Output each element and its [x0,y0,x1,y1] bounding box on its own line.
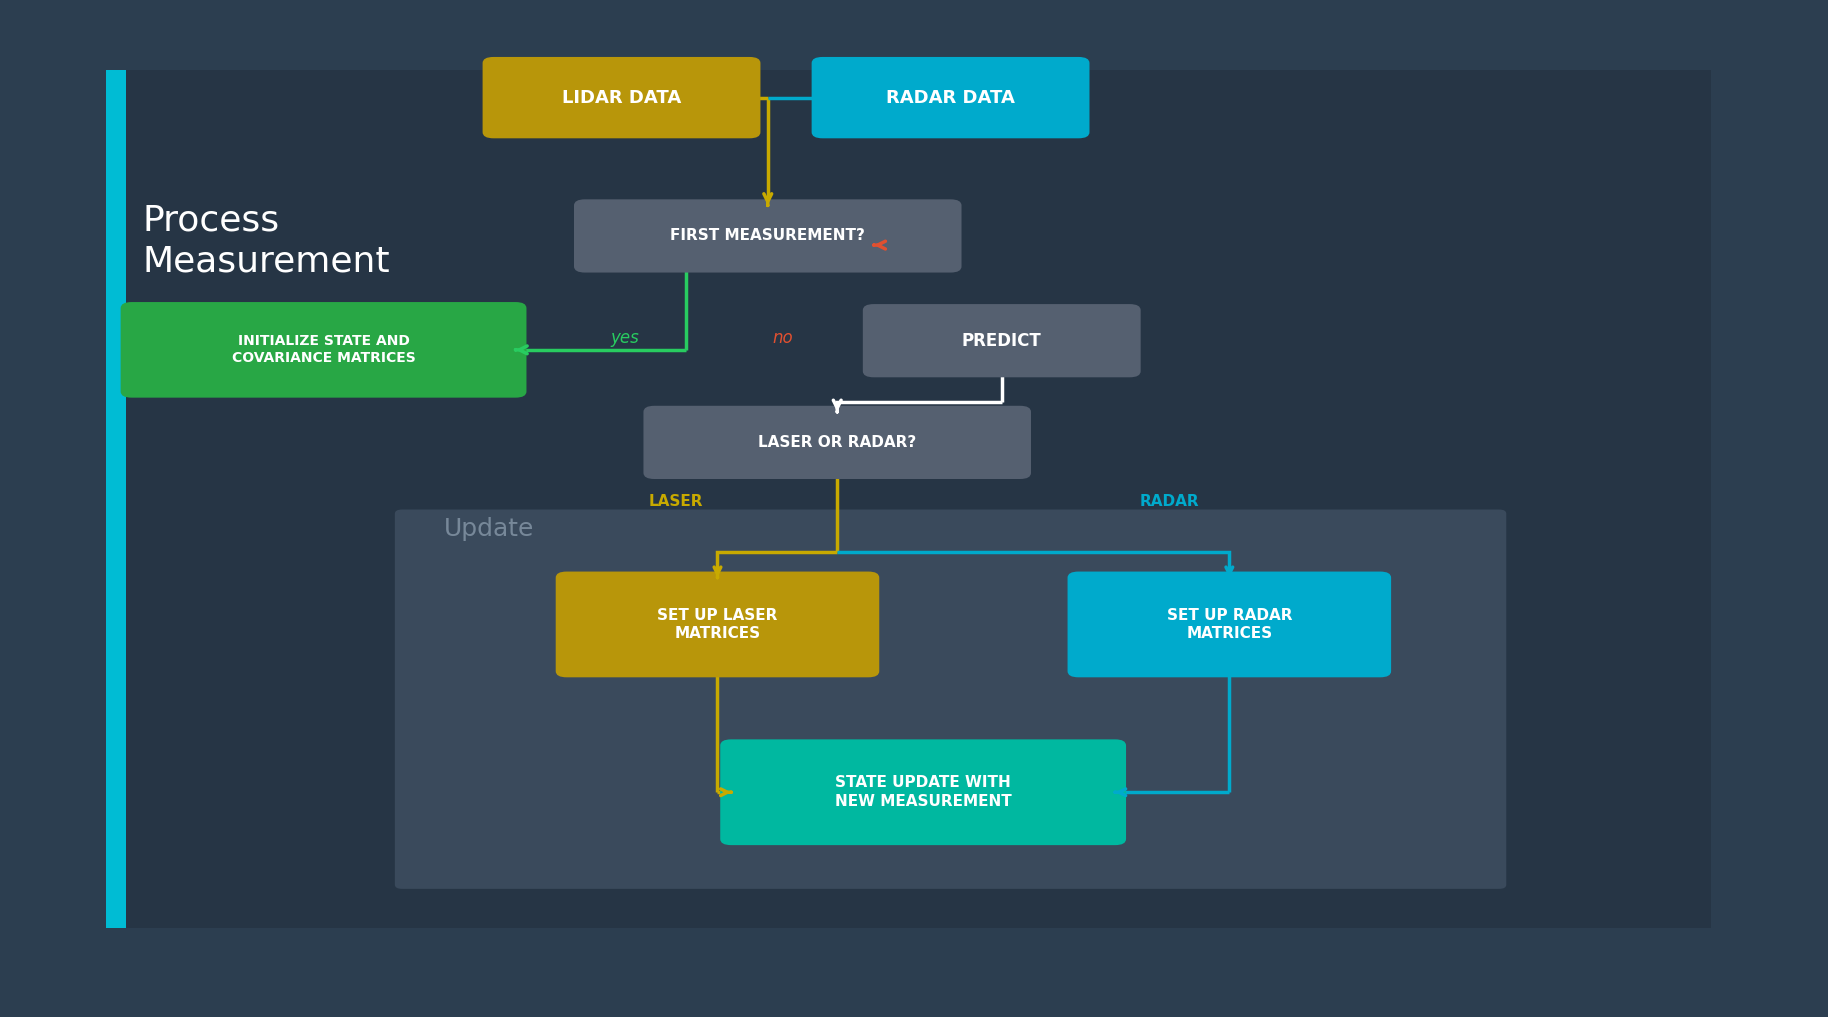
Text: FIRST MEASUREMENT?: FIRST MEASUREMENT? [671,229,865,243]
FancyBboxPatch shape [121,302,526,398]
FancyBboxPatch shape [106,70,126,928]
FancyBboxPatch shape [556,572,879,677]
FancyBboxPatch shape [1068,572,1391,677]
Text: RADAR DATA: RADAR DATA [887,88,1015,107]
Text: LIDAR DATA: LIDAR DATA [561,88,682,107]
Text: no: no [771,328,793,347]
FancyBboxPatch shape [106,70,1711,928]
Text: RADAR: RADAR [1141,493,1199,508]
Text: LASER OR RADAR?: LASER OR RADAR? [759,435,916,450]
Text: SET UP LASER
MATRICES: SET UP LASER MATRICES [658,607,777,642]
FancyBboxPatch shape [863,304,1141,377]
Text: Update: Update [444,517,534,541]
Text: SET UP RADAR
MATRICES: SET UP RADAR MATRICES [1166,607,1292,642]
FancyBboxPatch shape [395,510,1506,889]
Text: Process
Measurement: Process Measurement [143,203,389,279]
Text: PREDICT: PREDICT [962,332,1042,350]
FancyBboxPatch shape [483,57,760,138]
Text: LASER: LASER [649,493,704,508]
Text: INITIALIZE STATE AND
COVARIANCE MATRICES: INITIALIZE STATE AND COVARIANCE MATRICES [232,335,415,365]
FancyBboxPatch shape [574,199,962,273]
FancyBboxPatch shape [643,406,1031,479]
FancyBboxPatch shape [812,57,1089,138]
Text: yes: yes [611,328,640,347]
Text: STATE UPDATE WITH
NEW MEASUREMENT: STATE UPDATE WITH NEW MEASUREMENT [835,775,1011,810]
FancyBboxPatch shape [720,739,1126,845]
